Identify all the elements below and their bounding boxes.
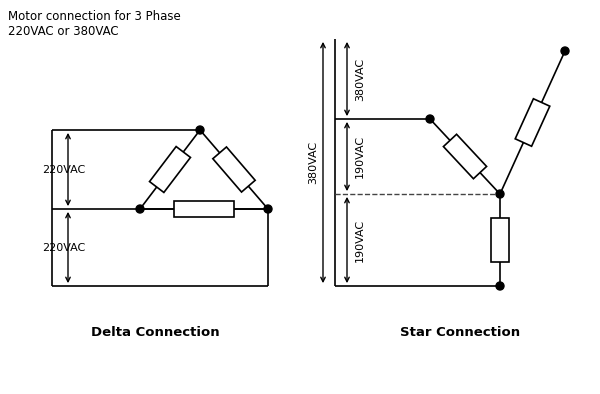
Circle shape <box>264 205 272 213</box>
Circle shape <box>136 205 144 213</box>
Circle shape <box>496 190 504 198</box>
Text: Star Connection: Star Connection <box>400 325 520 338</box>
Text: 190VAC: 190VAC <box>355 218 365 262</box>
Polygon shape <box>515 99 550 146</box>
Text: 380VAC: 380VAC <box>308 141 318 184</box>
Text: 380VAC: 380VAC <box>355 58 365 100</box>
Circle shape <box>496 282 504 290</box>
Polygon shape <box>174 201 234 217</box>
Text: Delta Connection: Delta Connection <box>91 325 220 338</box>
Text: Motor connection for 3 Phase
220VAC or 380VAC: Motor connection for 3 Phase 220VAC or 3… <box>8 10 181 38</box>
Circle shape <box>196 126 204 134</box>
Polygon shape <box>491 218 509 262</box>
Circle shape <box>561 47 569 55</box>
Polygon shape <box>213 147 255 192</box>
Text: 220VAC: 220VAC <box>42 165 85 175</box>
Circle shape <box>426 115 434 123</box>
Polygon shape <box>443 134 487 179</box>
Text: 190VAC: 190VAC <box>355 135 365 178</box>
Polygon shape <box>149 147 190 192</box>
Text: 220VAC: 220VAC <box>42 242 85 253</box>
